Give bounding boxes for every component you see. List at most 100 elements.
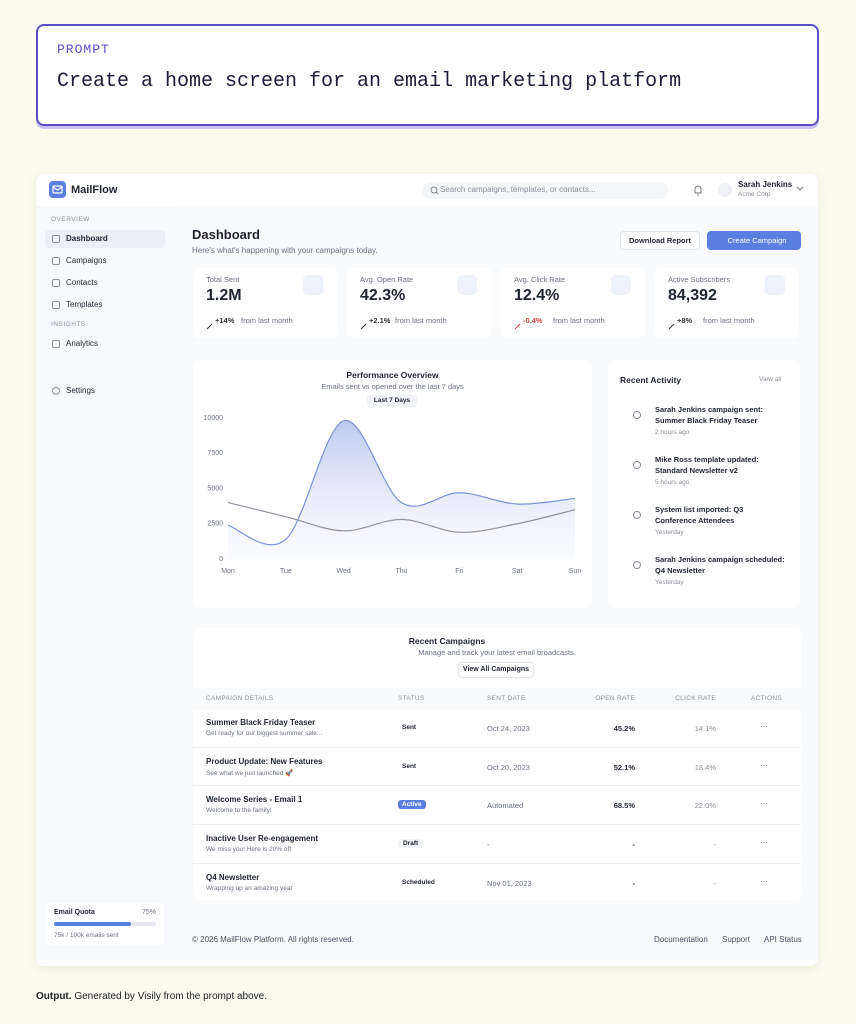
- open-rate: 52.1%: [613, 762, 635, 772]
- open-rate: -: [632, 878, 636, 888]
- campaign-name: Welcome Series - Email 1: [206, 795, 303, 805]
- y-tick-label: 5000: [207, 485, 223, 492]
- campaign-desc: Wrapping up an amazing year: [206, 884, 293, 892]
- footer-link[interactable]: Support: [722, 935, 751, 944]
- open-rate: 45.2%: [613, 724, 635, 733]
- stat-icon: [765, 275, 785, 295]
- stat-value: 84,392: [668, 287, 717, 304]
- y-tick-label: 0: [219, 556, 223, 563]
- stat-value: 12.4%: [514, 287, 560, 304]
- sidebar: [36, 206, 172, 960]
- stat-change: -0.4%: [523, 316, 543, 325]
- actions[interactable]: ···: [760, 722, 768, 731]
- column-header: STATUS: [398, 695, 425, 702]
- nav-item[interactable]: Dashboard: [66, 234, 108, 243]
- activity-time: Yesterday: [655, 579, 684, 586]
- campaign-name: Inactive User Re-engagement: [206, 834, 319, 844]
- x-tick-label: Fri: [455, 568, 464, 575]
- nav-item[interactable]: Templates: [66, 300, 103, 309]
- actions[interactable]: ···: [760, 799, 768, 809]
- campaign-name: Summer Black Friday Teaser: [206, 718, 316, 727]
- icon: [52, 301, 60, 309]
- stat-icon: [611, 275, 631, 295]
- x-tick-label: Sat: [512, 568, 523, 575]
- campaign-desc: See what we just launched 🚀: [206, 769, 294, 777]
- caption-lead: Output.: [36, 991, 72, 1002]
- open-rate: -: [632, 840, 636, 850]
- activity-link[interactable]: View all: [759, 376, 782, 383]
- quota-track: [54, 922, 156, 926]
- row-divider: [193, 824, 801, 826]
- open-rate: 68.5%: [613, 801, 635, 811]
- view-all-button[interactable]: View All Campaigns: [458, 662, 534, 678]
- icon: [633, 561, 641, 569]
- click-rate: 22.0%: [694, 801, 716, 811]
- campaign-name: Product Update: New Features: [206, 756, 323, 766]
- stat-note: from last month: [241, 316, 293, 325]
- status: Sent: [402, 762, 417, 770]
- y-tick-label: 10000: [204, 415, 224, 422]
- create-button[interactable]: Create Campaign: [707, 231, 801, 250]
- y-tick-label: 7500: [207, 450, 223, 457]
- section-title: OVERVIEW: [51, 216, 90, 223]
- actions[interactable]: ···: [760, 760, 768, 770]
- stat-label: Avg. Open Rate: [360, 275, 414, 284]
- sent-date: Nov 01, 2023: [487, 878, 532, 888]
- column-header: CAMPAIGN DETAILS: [206, 695, 274, 702]
- trend-icon: [206, 317, 213, 330]
- chevron[interactable]: [796, 186, 804, 192]
- campaign-desc: We miss you! Here is 20% off: [206, 846, 292, 854]
- sent-date: Automated: [487, 801, 524, 811]
- actions[interactable]: ···: [760, 876, 768, 886]
- quota-percent: 75%: [142, 909, 157, 916]
- status: Scheduled: [402, 878, 435, 886]
- line: [227, 420, 576, 546]
- quota-detail: 75k / 100k emails sent: [54, 932, 119, 939]
- trend-icon: [668, 317, 675, 330]
- activity-time: Yesterday: [655, 529, 684, 536]
- search-box[interactable]: [422, 182, 668, 199]
- sent-date: Oct 20, 2023: [487, 762, 530, 772]
- footer-link[interactable]: Documentation: [654, 935, 708, 944]
- icon: [633, 411, 641, 419]
- icon: [633, 461, 641, 469]
- stat-change: +14%: [215, 316, 235, 325]
- quota-label: Email Quota: [54, 909, 95, 916]
- campaigns-subtitle: Manage and track your latest email broad…: [418, 648, 576, 657]
- trend-icon: [514, 317, 521, 330]
- prompt-box: [36, 24, 819, 126]
- column-header: OPEN RATE: [595, 695, 635, 702]
- avatar[interactable]: [718, 183, 732, 197]
- campaign-desc: Get ready for our biggest summer sale...: [206, 730, 323, 737]
- line: [227, 502, 576, 533]
- bell-icon[interactable]: [692, 183, 704, 197]
- chart-filter[interactable]: Last 7 Days: [367, 395, 417, 407]
- campaign-name: Q4 Newsletter: [206, 872, 260, 882]
- nav-item[interactable]: Contacts: [66, 278, 98, 287]
- activity-text: Sarah Jenkins campaign sent: Summer Blac…: [655, 405, 763, 425]
- actions[interactable]: ···: [760, 838, 768, 848]
- nav-item[interactable]: Campaigns: [66, 256, 107, 265]
- nav-item[interactable]: Settings: [66, 386, 95, 395]
- stat-label: Total Sent: [206, 275, 240, 284]
- campaign-desc: Welcome to the family!: [206, 807, 272, 815]
- icon: [52, 340, 60, 348]
- row-divider: [193, 746, 801, 748]
- nav-item[interactable]: Analytics: [66, 339, 99, 348]
- caption: Output. Generated by Visily from the pro…: [36, 991, 267, 1002]
- stat-icon: [457, 275, 477, 295]
- y-tick-label: 2500: [207, 521, 223, 528]
- prompt-label: PROMPT: [57, 42, 110, 57]
- x-tick-label: Thu: [395, 568, 407, 575]
- row-divider: [193, 862, 801, 864]
- copyright: © 2026 MailFlow Platform. All rights res…: [192, 935, 354, 944]
- chart-subtitle: Emails sent vs opened over the last 7 da…: [321, 382, 464, 391]
- icon: [52, 235, 60, 243]
- stat-value: 1.2M: [206, 287, 242, 304]
- footer-link[interactable]: API Status: [764, 935, 802, 944]
- download-button[interactable]: Download Report: [620, 231, 700, 250]
- activity-text: System list imported: Q3 Conference Atte…: [655, 505, 744, 525]
- prompt-text: Create a home screen for an email market…: [57, 70, 682, 93]
- sent-date: -: [487, 840, 490, 850]
- stat-note: from last month: [703, 316, 755, 325]
